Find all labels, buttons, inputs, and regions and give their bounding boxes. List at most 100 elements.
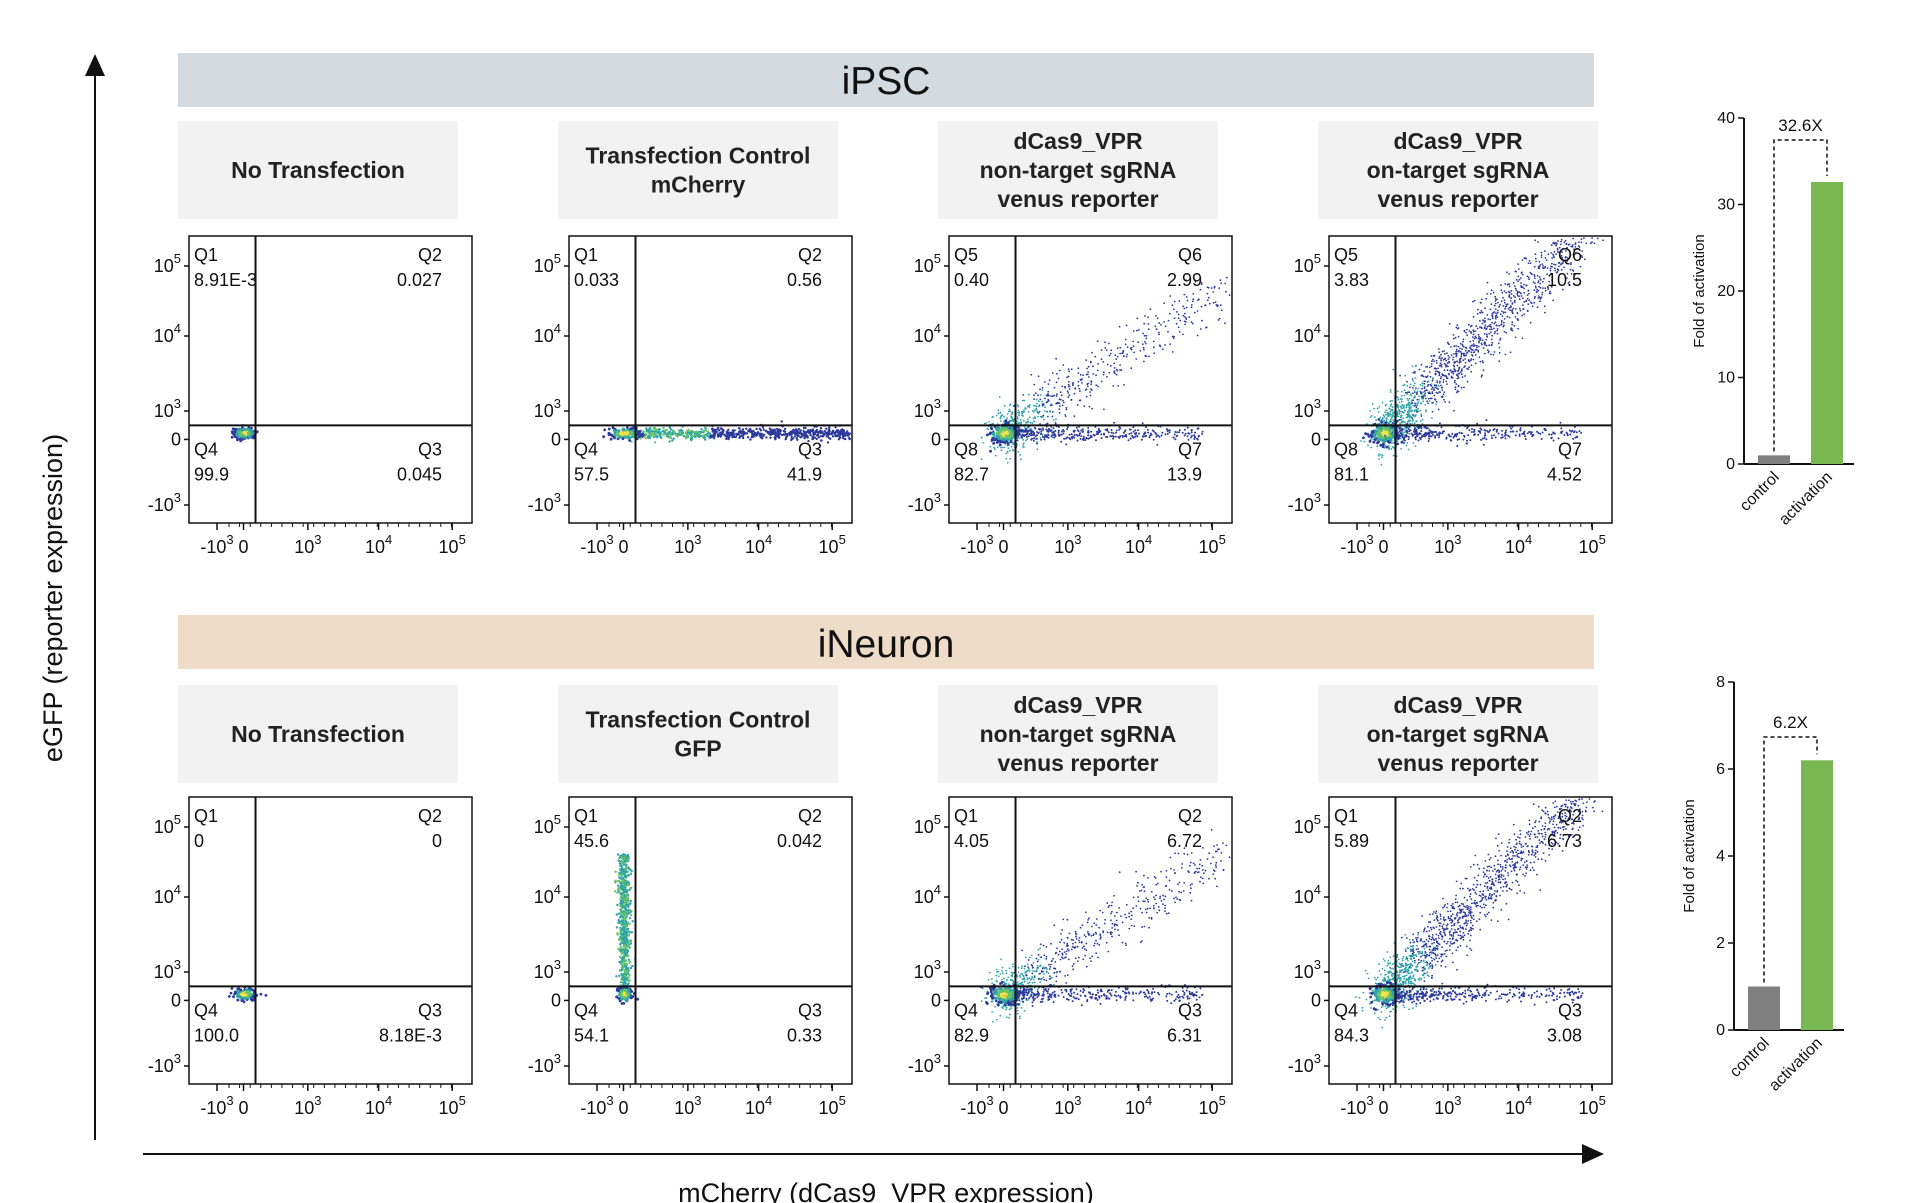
- event-point: [1575, 431, 1578, 434]
- event-point: [1493, 351, 1496, 353]
- condition-label-line: on-target sgRNA: [1367, 157, 1550, 183]
- event-point: [629, 432, 633, 436]
- event-point: [1096, 369, 1099, 372]
- event-point: [796, 431, 799, 434]
- event-point: [1175, 435, 1178, 438]
- event-point: [761, 426, 765, 429]
- event-point: [1494, 436, 1497, 439]
- event-point: [992, 431, 996, 435]
- event-point: [1497, 432, 1500, 435]
- event-point: [1533, 277, 1536, 280]
- event-point: [1062, 399, 1064, 402]
- event-point: [1403, 428, 1406, 431]
- event-point: [1528, 278, 1530, 281]
- event-point: [1418, 368, 1421, 371]
- event-point: [1537, 432, 1540, 434]
- event-point: [1065, 437, 1067, 440]
- quadrant-value: 0.033: [574, 270, 619, 290]
- event-point: [784, 436, 788, 439]
- event-point: [1127, 439, 1130, 442]
- quadrant-name: Q6: [1558, 245, 1582, 265]
- event-point: [1380, 456, 1383, 459]
- event-point: [1171, 335, 1174, 338]
- event-point: [1512, 307, 1515, 310]
- event-point: [1405, 444, 1408, 447]
- event-point: [1041, 389, 1044, 391]
- event-point: [1457, 370, 1459, 373]
- event-point: [1441, 357, 1443, 359]
- event-point: [669, 428, 673, 431]
- event-point: [1480, 376, 1483, 378]
- event-point: [630, 869, 633, 873]
- event-point: [1145, 337, 1148, 340]
- event-point: [1116, 347, 1119, 350]
- event-point: [1113, 362, 1115, 365]
- event-point: [614, 870, 617, 873]
- event-point: [264, 994, 268, 997]
- event-point: [1414, 395, 1416, 398]
- event-point: [1070, 368, 1073, 371]
- event-point: [1428, 429, 1431, 432]
- event-point: [1491, 317, 1494, 320]
- condition-label-line: No Transfection: [231, 721, 405, 747]
- event-point: [1434, 436, 1437, 439]
- event-point: [1472, 333, 1475, 336]
- event-point: [1082, 374, 1084, 377]
- event-point: [619, 980, 623, 984]
- event-point: [706, 430, 710, 433]
- event-point: [622, 427, 625, 431]
- event-point: [1484, 352, 1486, 355]
- event-point: [1563, 266, 1565, 269]
- event-point: [1152, 340, 1155, 343]
- event-point: [1508, 273, 1511, 275]
- event-point: [1374, 438, 1377, 442]
- event-point: [1496, 311, 1499, 314]
- event-point: [1045, 401, 1048, 404]
- event-point: [1470, 358, 1473, 361]
- event-point: [1452, 334, 1455, 336]
- event-point: [769, 431, 772, 435]
- event-point: [841, 431, 844, 434]
- event-point: [1145, 334, 1148, 337]
- event-point: [1063, 437, 1066, 440]
- event-point: [995, 441, 999, 444]
- event-point: [1412, 404, 1415, 407]
- x-tick-label: 103: [294, 1093, 321, 1118]
- event-point: [989, 445, 992, 448]
- event-point: [823, 429, 826, 433]
- event-point: [1479, 326, 1481, 329]
- event-point: [1441, 386, 1444, 389]
- event-point: [1498, 360, 1501, 363]
- event-point: [1092, 365, 1094, 368]
- event-point: [1461, 343, 1464, 346]
- y-tick-label: 104: [534, 321, 561, 346]
- event-point: [1143, 432, 1146, 435]
- event-point: [1503, 290, 1506, 292]
- event-point: [624, 431, 627, 434]
- event-point: [1043, 418, 1045, 421]
- event-point: [1469, 439, 1472, 442]
- event-point: [1510, 297, 1513, 300]
- event-point: [617, 919, 620, 922]
- event-point: [784, 433, 787, 436]
- event-point: [1410, 394, 1413, 397]
- event-point: [1381, 454, 1384, 457]
- event-point: [710, 427, 714, 431]
- quadrant-value: 99.9: [194, 464, 229, 484]
- event-point: [1052, 419, 1055, 421]
- event-point: [1392, 428, 1395, 432]
- event-point: [1537, 280, 1540, 282]
- event-point: [802, 429, 805, 433]
- event-point: [1007, 421, 1010, 425]
- event-point: [1515, 278, 1518, 281]
- event-point: [1136, 329, 1138, 332]
- event-point: [1113, 421, 1116, 424]
- event-point: [1417, 407, 1420, 410]
- event-point: [846, 430, 849, 433]
- event-point: [1035, 407, 1038, 410]
- condition-label-box: [558, 685, 838, 783]
- event-point: [1398, 412, 1401, 415]
- event-point: [1216, 305, 1219, 308]
- event-point: [1434, 386, 1437, 389]
- event-point: [1541, 431, 1544, 434]
